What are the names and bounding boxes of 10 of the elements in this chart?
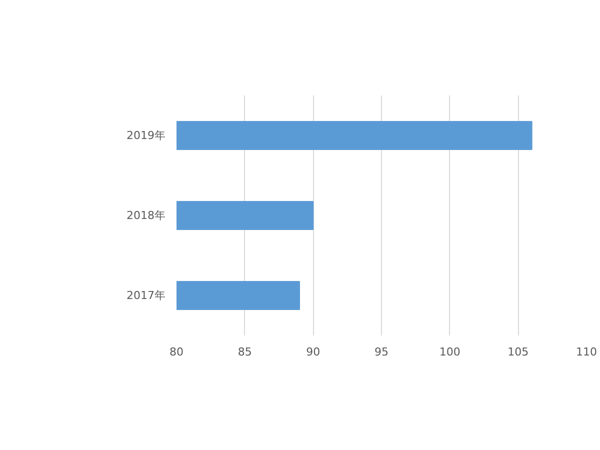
x-tick-label: 90 — [306, 346, 320, 358]
y-tick-label: 2019年 — [126, 129, 166, 142]
x-tick-label: 110 — [576, 346, 597, 358]
x-tick-label: 100 — [439, 346, 460, 358]
x-tick-label: 95 — [374, 346, 388, 358]
x-tick-label: 80 — [170, 346, 184, 358]
x-tick-label: 105 — [508, 346, 529, 358]
y-tick-label: 2017年 — [126, 289, 166, 302]
y-tick-label: 2018年 — [126, 209, 166, 222]
x-tick-label: 85 — [238, 346, 252, 358]
